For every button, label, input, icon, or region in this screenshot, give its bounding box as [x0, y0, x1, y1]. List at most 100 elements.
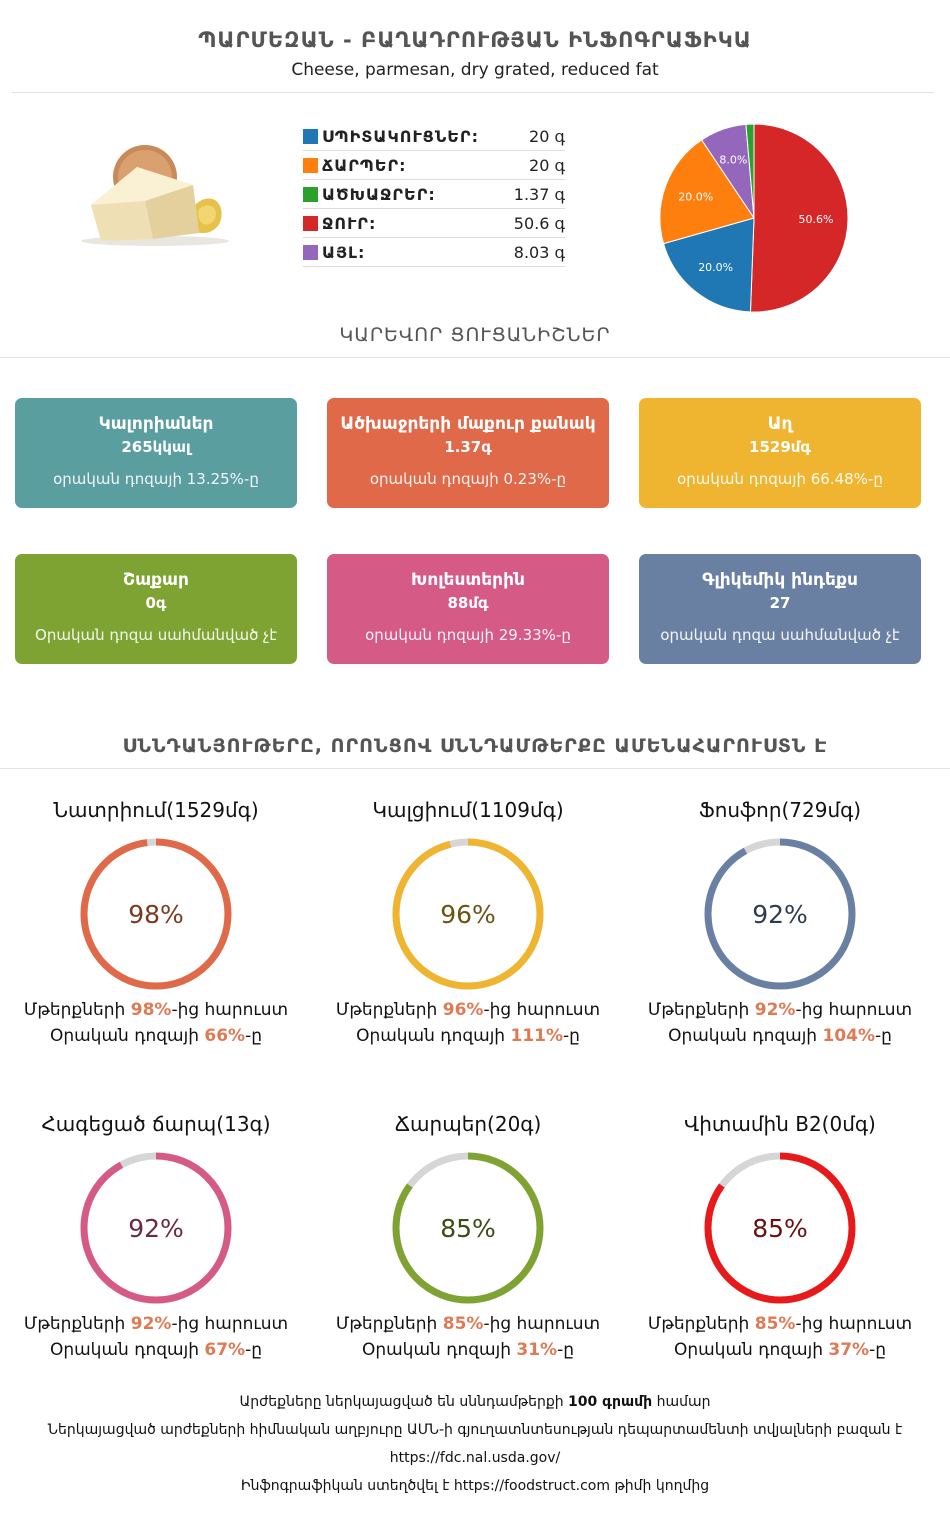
- parmesan-cheese-image: [81, 145, 229, 246]
- other-swatch: [303, 244, 318, 260]
- text: Մթերքների: [647, 1314, 755, 1334]
- ring-progress: [392, 1152, 544, 1304]
- text: -ը: [563, 1026, 580, 1046]
- text: Ինֆոգրաֆիկան ստեղծվել է: [240, 1478, 454, 1494]
- text: -ը: [245, 1026, 263, 1046]
- macro-name: ԱԾԽԱՋՐԵՐ:: [322, 184, 436, 204]
- footer-note: Արժեքները ներկայացված են սննդամթերքի 100…: [0, 1394, 950, 1410]
- pie-slice-label: 20.0%: [678, 191, 713, 204]
- macro-row-other: ԱՅԼ: 8.03 գ: [303, 238, 565, 267]
- pie-slice-label: 20.0%: [698, 261, 733, 274]
- sodium-ring-gauge: 98%: [80, 838, 232, 990]
- ring-percent-label: 85%: [440, 1214, 496, 1243]
- usda-link[interactable]: https://fdc.nal.usda.gov/: [389, 1450, 561, 1466]
- text: Օրական դոզայի: [673, 1340, 829, 1360]
- text: համար: [652, 1394, 711, 1410]
- richer-line: Մթերքների 85%-ից հարուստ: [624, 1314, 936, 1334]
- card-value: 0գ: [145, 594, 167, 612]
- pie-slice: [749, 123, 849, 313]
- pie-slice: [745, 123, 755, 219]
- protein-swatch: [303, 128, 318, 144]
- ring-block-phosphorus: Ֆոսֆոր(729մգ) 92% Մթերքների 92%-ից հարու…: [624, 798, 936, 1046]
- macro-name: ՍՊԻՏԱԿՈՒՑՆԵՐ:: [322, 126, 479, 146]
- text: -ից հարուստ: [795, 1314, 913, 1334]
- card-value: 88մգ: [447, 594, 489, 612]
- ring-title: Նատրիում(1529մգ): [53, 798, 259, 822]
- ring-title: Հագեցած ճարպ(13գ): [41, 1112, 271, 1136]
- highlight: 31%: [516, 1340, 558, 1360]
- rich-nutrients-title: ՍՆՆԴԱՆՅՈՒԹԵՐԸ, ՈՐՈՆՑՈՎ ՍՆՆԴԱՄԹԵՐՔԸ ԱՄԵՆԱ…: [122, 735, 828, 757]
- ring-percent-label: 92%: [752, 900, 808, 929]
- glycemic-index-card: Գլիկեմիկ ինդեքս 27 օրական դոզա սահմանված…: [639, 554, 921, 664]
- text: Մթերքների: [23, 1000, 131, 1020]
- text: Օրական դոզայի: [49, 1340, 205, 1360]
- text: Օրական դոզայի: [356, 1026, 511, 1046]
- sugar-card: Շաքար 0գ Օրական դոզա սահմանված չէ: [15, 554, 297, 664]
- ring-percent-label: 85%: [752, 1214, 808, 1243]
- text: -ից հարուստ: [171, 1314, 289, 1334]
- macro-row-carbs: ԱԾԽԱՋՐԵՐ: 1.37 գ: [303, 180, 565, 209]
- ring-title: Կալցիում(1109մգ): [372, 798, 564, 822]
- daily-line: Օրական դոզայի 31%-ը: [312, 1340, 624, 1360]
- highlight: 37%: [828, 1340, 870, 1360]
- pie-slice-label: 8.0%: [719, 153, 747, 166]
- card-value: 27: [769, 594, 791, 612]
- highlight: 111%: [510, 1026, 564, 1046]
- macro-row-water: ՋՈՒՐ: 50.6 գ: [303, 209, 565, 238]
- card-daily: օրական դոզայի 0.23%-ը: [369, 470, 567, 488]
- saturated-fat-ring-gauge: 92%: [80, 1152, 232, 1304]
- fat-swatch: [303, 157, 318, 173]
- ring-progress: [392, 838, 544, 990]
- text: Մթերքների: [335, 1314, 443, 1334]
- macro-name: ՃԱՐՊԵՐ:: [322, 155, 407, 175]
- highlight: 85%: [754, 1314, 796, 1334]
- ring-progress: [704, 1152, 856, 1304]
- net-carbs-card: Ածխաջրերի մաքուր քանակ 1.37գ օրական դոզա…: [327, 398, 609, 508]
- card-daily: Օրական դոզա սահմանված չէ: [35, 626, 277, 644]
- ring-percent-label: 92%: [128, 1214, 184, 1243]
- fats-ring-gauge: 85%: [392, 1152, 544, 1304]
- highlight: 85%: [442, 1314, 484, 1334]
- ring-title: Ֆոսֆոր(729մգ): [698, 798, 862, 822]
- salt-card: Աղ 1529մգ օրական դոզայի 66.48%-ը: [639, 398, 921, 508]
- richer-line: Մթերքների 98%-ից հարուստ: [0, 1000, 312, 1020]
- card-daily: օրական դոզա սահմանված չէ: [660, 626, 900, 644]
- text: Մթերքների: [335, 1000, 443, 1020]
- card-name: Խոլեստերին: [411, 570, 525, 590]
- text: -ից հարուստ: [171, 1000, 289, 1020]
- richer-line: Մթերքների 92%-ից հարուստ: [624, 1000, 936, 1020]
- text: -ը: [245, 1340, 263, 1360]
- text: -ը: [869, 1340, 887, 1360]
- calcium-ring-gauge: 96%: [392, 838, 544, 990]
- text: -ը: [875, 1026, 892, 1046]
- highlight: 66%: [204, 1026, 246, 1046]
- ring-progress: [80, 1152, 232, 1304]
- text: թիմի կողմից: [610, 1478, 710, 1494]
- macro-pie-chart: 50.6% 20.0% 20.0% 8.0%: [659, 123, 849, 313]
- card-name: Շաքար: [123, 570, 189, 590]
- card-name: Ածխաջրերի մաքուր քանակ: [340, 414, 596, 434]
- text: Օրական դոզայի: [361, 1340, 517, 1360]
- macro-value: 20 գ: [529, 126, 565, 146]
- highlight: 92%: [130, 1314, 172, 1334]
- ring-block-sodium: Նատրիում(1529մգ) 98% Մթերքների 98%-ից հա…: [0, 798, 312, 1046]
- card-name: Կալորիաներ: [98, 414, 214, 434]
- ring-progress: [80, 838, 232, 990]
- daily-line: Օրական դոզայի 104%-ը: [624, 1026, 936, 1046]
- daily-line: Օրական դոզայի 37%-ը: [624, 1340, 936, 1360]
- calories-card: Կալորիաներ 265կկալ օրական դոզայի 13.25%-…: [15, 398, 297, 508]
- macro-row-fat: ՃԱՐՊԵՐ: 20 գ: [303, 151, 565, 180]
- card-value: 265կկալ: [121, 438, 191, 456]
- daily-line: Օրական դոզայի 67%-ը: [0, 1340, 312, 1360]
- ring-percent-label: 98%: [128, 900, 184, 929]
- highlight: 98%: [130, 1000, 172, 1020]
- ring-block-saturated-fat: Հագեցած ճարպ(13գ) 92% Մթերքների 92%-ից հ…: [0, 1112, 312, 1360]
- text: -ից հարուստ: [483, 1314, 601, 1334]
- key-indicators-title: ԿԱՐԵՎՈՐ ՑՈՒՑԱՆԻՇՆԵՐ: [339, 324, 611, 346]
- pie-slice-label: 50.6%: [799, 213, 834, 226]
- card-name: Գլիկեմիկ ինդեքս: [702, 570, 858, 590]
- card-name: Աղ: [767, 414, 793, 434]
- footer-credit: Ինֆոգրաֆիկան ստեղծվել է https://foodstru…: [0, 1478, 950, 1494]
- card-daily: օրական դոզայի 29.33%-ը: [365, 626, 571, 644]
- foodstruct-link[interactable]: https://foodstruct.com: [453, 1478, 610, 1494]
